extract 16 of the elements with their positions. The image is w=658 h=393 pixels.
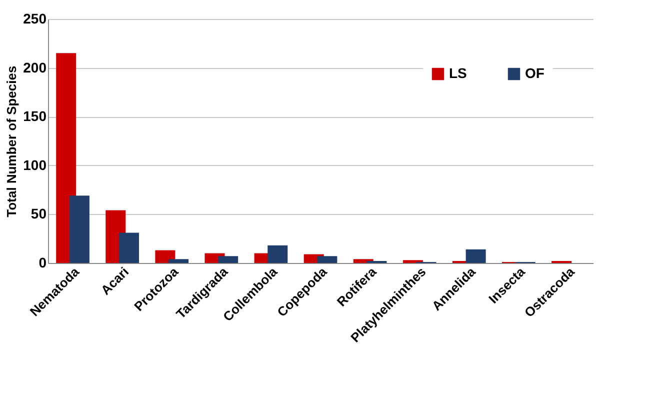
y-tick-label: 200 [23, 59, 47, 76]
bar [118, 232, 139, 263]
y-tick-label: 0 [38, 254, 47, 270]
y-tick-label: 100 [23, 156, 47, 173]
bar [317, 256, 338, 263]
legend-label: OF [525, 65, 545, 81]
y-axis-title: Total Number of Species [4, 66, 20, 218]
y-tick-label: 150 [23, 108, 47, 124]
bar [218, 256, 238, 263]
bar [268, 245, 288, 263]
bar [466, 249, 486, 263]
bar [69, 196, 90, 263]
legend-label: LS [449, 65, 467, 81]
y-tick-label: 50 [30, 206, 47, 222]
bar [168, 259, 189, 263]
y-tick-label: 250 [23, 10, 47, 26]
